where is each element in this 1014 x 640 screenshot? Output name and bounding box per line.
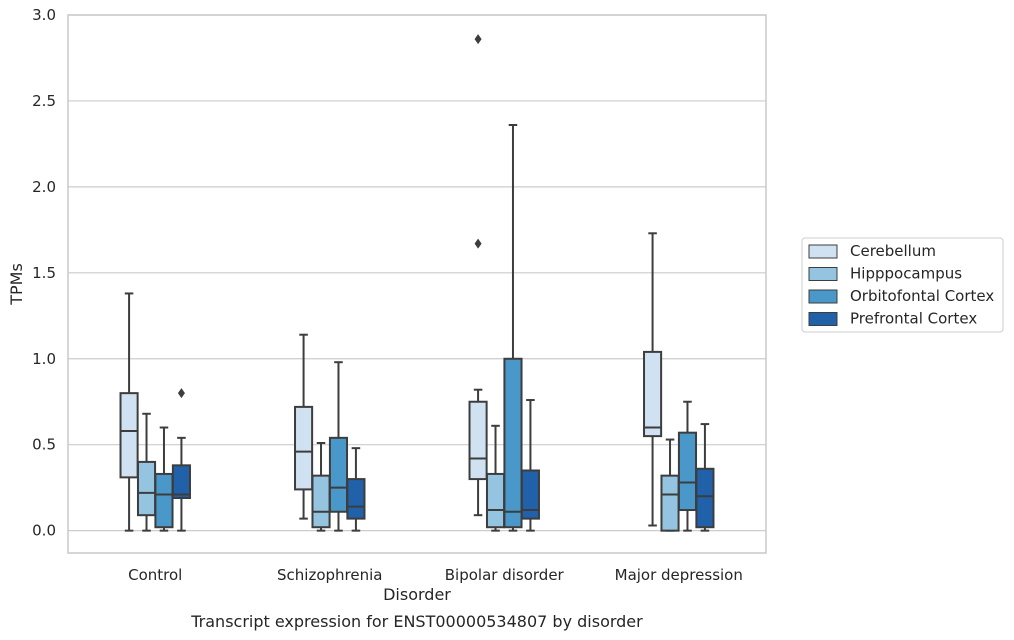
y-tick-label: 3.0 [32, 6, 56, 24]
box-2-0 [468, 34, 488, 517]
x-tick-label: Major depression [615, 566, 743, 584]
y-tick-label: 2.0 [32, 178, 56, 196]
x-axis-title: Disorder [383, 585, 451, 604]
outlier-point [474, 238, 482, 249]
box-iqr [171, 464, 191, 499]
box-iqr [643, 350, 663, 438]
box-iqr [119, 392, 139, 479]
box-0-0 [119, 292, 139, 532]
box-iqr [136, 460, 157, 517]
y-tick-label: 2.5 [32, 92, 56, 110]
box-iqr [328, 436, 349, 513]
legend-frame [801, 237, 1004, 333]
chart-caption: Transcript expression for ENST0000053480… [190, 612, 643, 631]
tick-labels: 0.0 0.5 1.0 1.5 2.0 2.5 3.0 Control Schizophreni… [32, 6, 743, 584]
legend-swatch [808, 244, 838, 259]
boxes-layer [119, 34, 715, 532]
box-iqr [311, 474, 331, 529]
outlier-point [474, 34, 482, 45]
y-tick-label: 0.5 [32, 436, 56, 454]
outlier-point [177, 388, 185, 399]
box-3-2 [677, 400, 698, 532]
box-1-1 [311, 441, 331, 532]
box-iqr [660, 474, 680, 532]
box-iqr [468, 400, 488, 481]
x-tick-label: Schizophrenia [277, 566, 382, 584]
legend-label: Prefrontal Cortex [850, 310, 977, 328]
box-1-0 [294, 333, 314, 520]
legend-label: Cerebellum [850, 242, 936, 260]
box-3-3 [695, 423, 715, 532]
box-iqr [294, 405, 314, 491]
legend: Cerebellum Hipppocampus Orbitofontal Corte… [801, 237, 1004, 333]
x-tick-label: Bipolar disorder [445, 566, 565, 584]
box-1-2 [328, 361, 349, 532]
box-0-2 [154, 426, 174, 532]
legend-swatch [808, 312, 838, 326]
legend-swatch [808, 289, 838, 304]
y-axis-title: TPMs [7, 263, 26, 306]
box-iqr [154, 472, 174, 529]
gridlines [68, 14, 766, 532]
box-1-3 [346, 447, 366, 532]
box-3-1 [660, 438, 680, 532]
box-2-3 [520, 399, 540, 532]
box-iqr [695, 467, 715, 529]
box-2-1 [485, 424, 506, 532]
box-iqr [485, 472, 506, 529]
box-iqr [677, 431, 698, 512]
box-0-3 [171, 388, 191, 532]
legend-swatch [808, 267, 838, 281]
legend-label: Orbitofontal Cortex [850, 287, 994, 305]
box-0-1 [136, 412, 157, 532]
box-iqr [520, 469, 540, 520]
x-tick-label: Control [128, 566, 182, 584]
box-3-0 [643, 232, 663, 527]
box-iqr [346, 478, 366, 520]
legend-label: Hipppocampus [850, 265, 962, 283]
box-iqr [503, 357, 523, 529]
y-tick-label: 0.0 [32, 522, 56, 540]
y-tick-label: 1.5 [32, 264, 56, 282]
y-tick-label: 1.0 [32, 350, 56, 368]
box-2-2 [503, 124, 523, 532]
plot-frame [67, 14, 767, 554]
